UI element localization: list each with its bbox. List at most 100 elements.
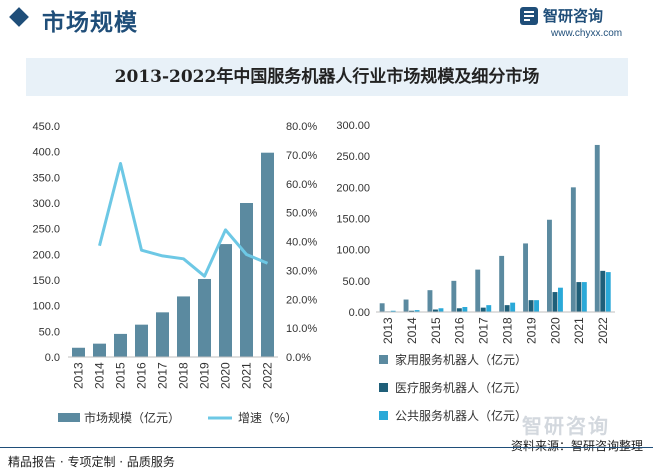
diamond-icon	[9, 7, 29, 27]
y-tick-label-right: 70.0%	[286, 150, 317, 162]
legend-label-growth: 增速（%）	[238, 411, 297, 425]
y-tick-label-left: 50.0	[39, 326, 60, 338]
segment-chart: 0.00 50.00 100.00 150.00 200.00 250.00 300.00 2…	[336, 120, 615, 423]
x-tick-label: 2018	[500, 317, 514, 344]
x-tick-label: 2013	[381, 317, 395, 344]
brand-logo-icon	[520, 7, 538, 25]
bar-market-size	[177, 296, 190, 357]
x-tick-label: 2021	[240, 362, 254, 389]
y-tick-label-right: 20.0%	[286, 294, 317, 306]
y-tick-label: 150.00	[336, 214, 370, 226]
bar-medical-service	[552, 292, 558, 312]
bar-home-service	[594, 144, 600, 312]
brand: 智研咨询 www.chyxx.com	[519, 4, 639, 42]
legend-label-market-size: 市场规模（亿元）	[84, 410, 180, 425]
x-tick-label: 2015	[429, 317, 443, 344]
bar-medical-service	[600, 270, 606, 312]
x-tick-label: 2019	[198, 362, 212, 389]
bar-home-service	[379, 303, 385, 312]
x-tick-label: 2020	[548, 317, 562, 344]
bar-home-service	[570, 187, 576, 312]
y-tick-label-right: 80.0%	[286, 121, 317, 133]
bar-home-service	[403, 299, 409, 312]
y-tick-label-left: 300.0	[32, 198, 60, 210]
y-tick-label: 0.00	[349, 307, 370, 319]
bar-public-service	[558, 287, 563, 312]
legend-public-service-swatch	[379, 411, 388, 420]
bar-public-service	[414, 310, 420, 312]
y-tick-label-left: 150.0	[32, 275, 60, 287]
footer-slogan: 精品报告 · 专项定制 · 品质服务	[8, 455, 175, 469]
y-tick-label-right: 50.0%	[286, 208, 317, 220]
y-tick-label-left: 200.0	[32, 249, 60, 261]
bar-home-service	[499, 255, 505, 312]
bar-market-size	[114, 333, 127, 357]
bar-home-service	[475, 269, 481, 312]
x-tick-label: 2022	[596, 317, 610, 344]
bar-public-service	[605, 272, 611, 312]
chart-title-band: 2013-2022年中国服务机器人行业市场规模及细分市场	[26, 58, 628, 96]
y-tick-label-left: 250.0	[32, 224, 60, 236]
bar-home-service	[427, 290, 433, 312]
footer-logo: 智研咨询	[522, 414, 610, 438]
bar-market-size	[261, 152, 274, 357]
brand-url: www.chyxx.com	[551, 28, 623, 39]
legend-home-service-label: 家用服务机器人（亿元）	[395, 352, 527, 367]
y-tick-label: 250.00	[336, 151, 370, 163]
bar-public-service	[438, 308, 444, 312]
bar-medical-service	[504, 305, 510, 312]
bar-home-service	[523, 243, 528, 312]
y-tick-label-right: 0.0%	[286, 352, 311, 364]
x-tick-label: 2014	[405, 317, 419, 344]
bar-medical-service	[480, 307, 486, 312]
legend-home-service-swatch	[379, 355, 388, 364]
legend-medical-service-label: 医疗服务机器人（亿元）	[395, 380, 527, 395]
x-tick-label: 2014	[93, 362, 107, 389]
bar-public-service	[486, 305, 492, 312]
bar-market-size	[156, 312, 169, 357]
section-title: 市场规模	[42, 10, 138, 36]
bar-home-service	[547, 219, 552, 312]
bar-market-size	[72, 347, 85, 357]
footer-divider	[0, 447, 653, 448]
y-tick-label: 300.00	[336, 120, 370, 132]
x-tick-label: 2016	[453, 317, 467, 344]
growth-line	[98, 162, 269, 278]
y-tick-label-left: 100.0	[32, 301, 60, 313]
bar-public-service	[581, 282, 587, 312]
bar-public-service	[462, 307, 468, 312]
legend-public-service-label: 公共服务机器人（亿元）	[395, 408, 527, 423]
bar-market-size	[93, 343, 106, 357]
y-tick-label-right: 40.0%	[286, 237, 317, 249]
x-tick-label: 2017	[477, 317, 491, 344]
y-tick-label: 50.00	[342, 276, 370, 288]
x-tick-label: 2015	[114, 362, 128, 389]
legend-swatch-market-size	[58, 413, 80, 422]
x-tick-label: 2013	[72, 362, 86, 389]
y-tick-label-right: 30.0%	[286, 265, 317, 277]
y-tick-label: 200.00	[336, 182, 370, 194]
header-bar: 市场规模 智研咨询 www.chyxx.com	[0, 0, 653, 44]
y-tick-label-right: 10.0%	[286, 323, 317, 335]
bar-home-service	[451, 280, 457, 312]
y-tick-label-left: 400.0	[32, 147, 60, 159]
market-size-chart: 0.0 50.0 100.0 150.0 200.0 250.0 300.0 350.0 400…	[32, 121, 317, 425]
source-note: 资料来源：智研咨询整理	[510, 439, 643, 453]
x-tick-label: 2019	[524, 317, 538, 344]
bar-market-size	[219, 244, 232, 357]
y-tick-label-left: 350.0	[32, 172, 60, 184]
y-tick-label: 100.00	[336, 245, 370, 257]
bar-public-service	[510, 302, 516, 312]
x-tick-label: 2016	[135, 362, 149, 389]
bar-public-service	[390, 310, 396, 312]
x-tick-label: 2022	[261, 362, 275, 389]
chart-title: 2013-2022年中国服务机器人行业市场规模及细分市场	[114, 67, 540, 87]
legend-medical-service-swatch	[379, 383, 388, 392]
bar-market-size	[240, 203, 253, 357]
y-tick-label-right: 60.0%	[286, 179, 317, 191]
x-tick-label: 2021	[572, 317, 586, 344]
y-tick-label-left: 450.0	[32, 121, 60, 133]
x-tick-label: 2017	[156, 362, 170, 389]
bar-market-size	[135, 324, 148, 357]
bar-medical-service	[528, 300, 534, 312]
